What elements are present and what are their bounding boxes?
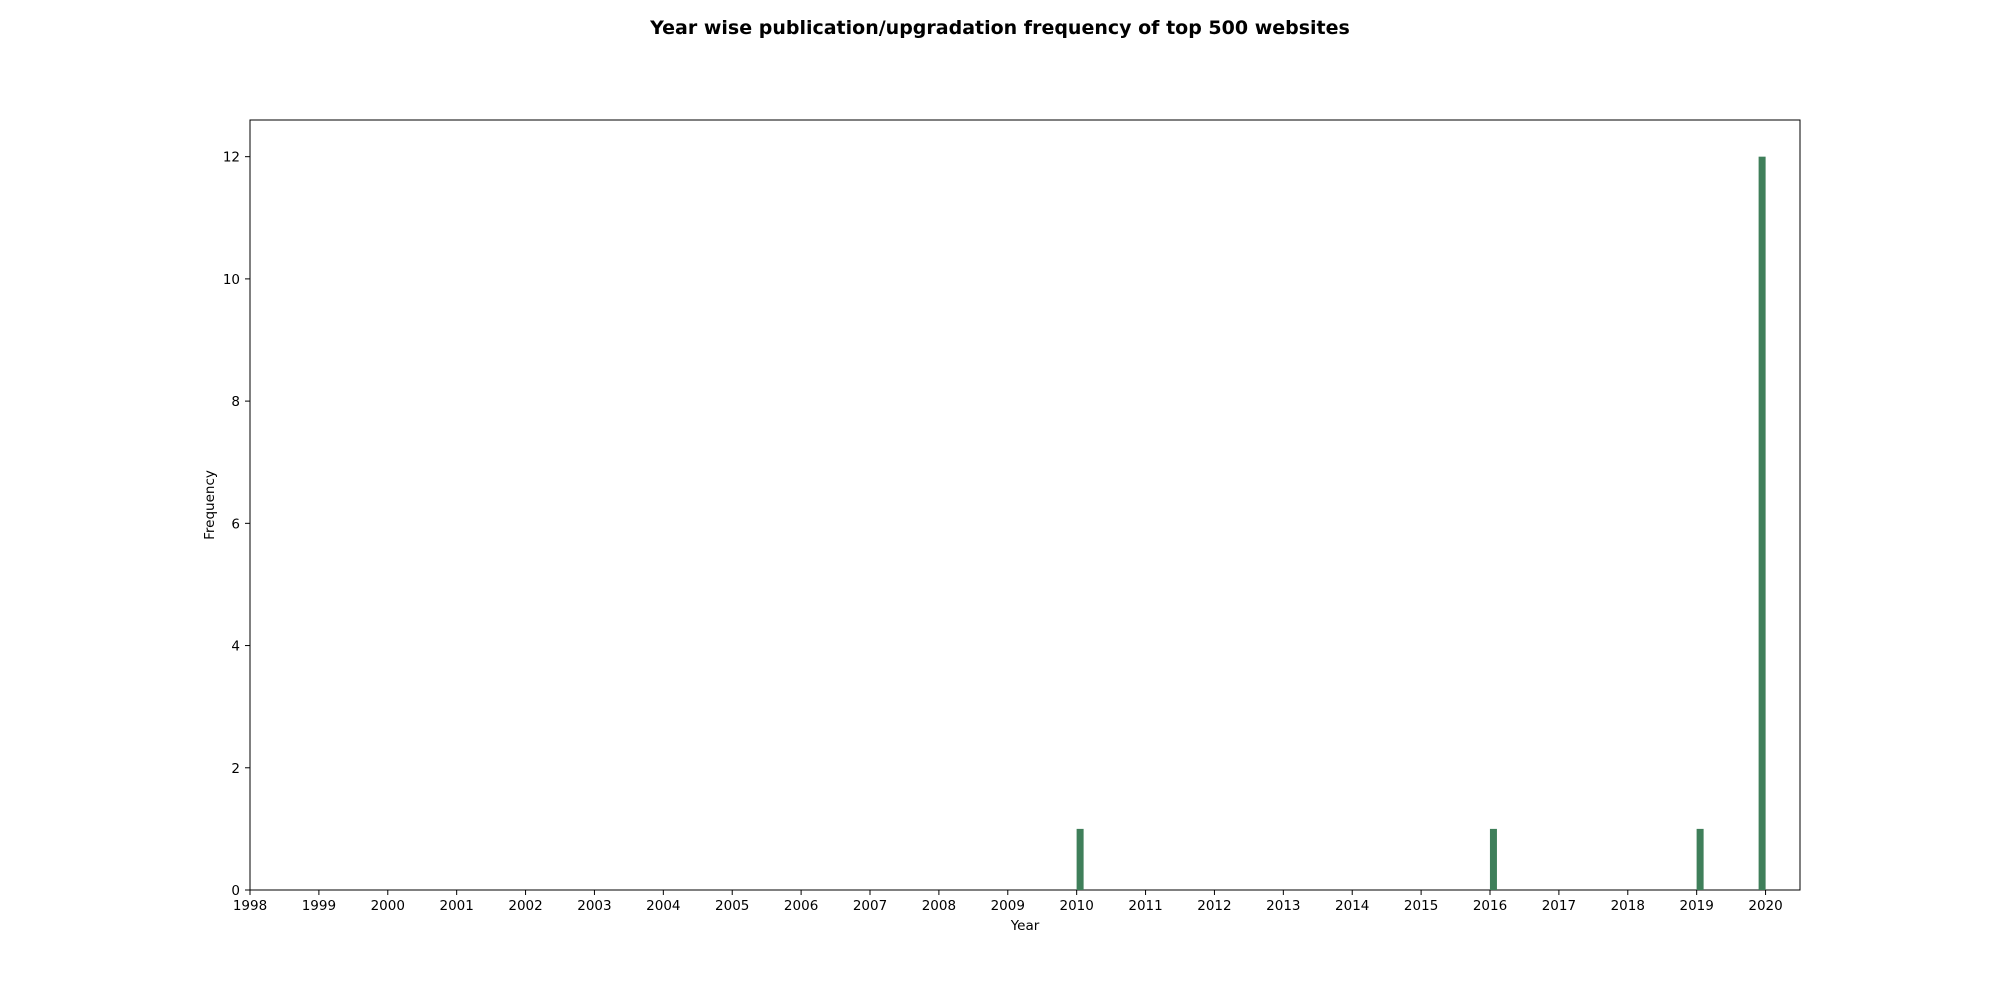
x-tick-label: 2005: [715, 898, 749, 914]
y-tick-label: 4: [231, 639, 240, 655]
x-tick-label: 1998: [233, 898, 267, 914]
y-tick-label: 12: [223, 150, 240, 166]
x-tick-label: 2016: [1473, 898, 1507, 914]
plot-area-frame: [249, 119, 1801, 891]
x-tick-label: 2011: [1128, 898, 1162, 914]
bars-layer: [1076, 156, 1766, 890]
y-tick-label: 10: [223, 272, 240, 288]
bar: [1076, 828, 1084, 890]
x-tick-label: 1999: [302, 898, 336, 914]
x-tick-label: 2015: [1404, 898, 1438, 914]
y-tick-label: 2: [231, 761, 240, 777]
y-axis: 0 2 4 6 8 10 12: [223, 150, 250, 899]
x-axis-label: Year: [1010, 918, 1040, 934]
y-tick-label: 0: [231, 883, 240, 899]
x-tick-label: 2002: [508, 898, 542, 914]
x-tick-label: 2000: [371, 898, 405, 914]
x-tick-label: 2020: [1748, 898, 1782, 914]
x-tick-label: 2003: [577, 898, 611, 914]
x-tick-label: 2004: [646, 898, 680, 914]
y-tick-label: 6: [231, 516, 240, 532]
x-tick-label: 2017: [1542, 898, 1576, 914]
x-tick-label: 2019: [1679, 898, 1713, 914]
bar: [1696, 828, 1704, 890]
x-tick-label: 2018: [1611, 898, 1645, 914]
x-tick-label: 2014: [1335, 898, 1369, 914]
x-tick-label: 2010: [1059, 898, 1093, 914]
x-tick-label: 2007: [853, 898, 887, 914]
chart-title: Year wise publication/upgradation freque…: [649, 17, 1350, 39]
x-axis: 1998 1999 2000 2001 2002 2003 2004 2005 2006 2007…: [233, 890, 1783, 914]
x-tick-label: 2009: [991, 898, 1025, 914]
x-tick-label: 2012: [1197, 898, 1231, 914]
x-tick-label: 2006: [784, 898, 818, 914]
x-tick-label: 2008: [922, 898, 956, 914]
bar: [1489, 828, 1497, 890]
y-axis-label: Frequency: [202, 470, 218, 540]
y-tick-label: 8: [231, 394, 240, 410]
x-tick-label: 2013: [1266, 898, 1300, 914]
bar: [1758, 156, 1766, 890]
x-tick-label: 2001: [439, 898, 473, 914]
